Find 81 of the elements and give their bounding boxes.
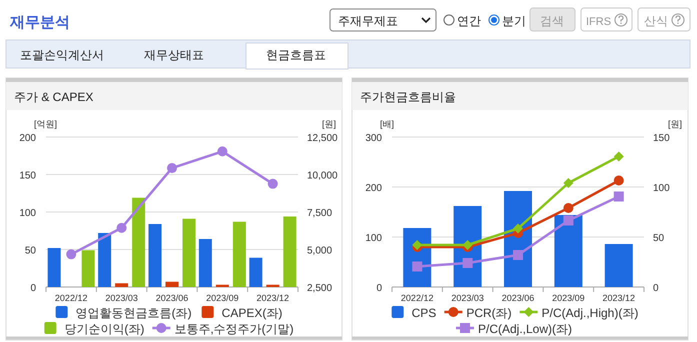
x-tick-label: 2023/06 [502,293,534,303]
bar [98,233,112,287]
point [513,224,523,234]
bar [554,215,582,287]
legend-label: 당기순이익(좌) [64,322,144,336]
bar [249,258,262,287]
y-tick-label: 0 [30,283,36,294]
y-axis-title: [억원] [34,119,58,129]
chart-title: 주가현금흐름비율 [360,90,456,104]
y-tick-label: 100 [19,208,36,219]
bar [198,239,212,287]
x-tick-label: 2023/12 [256,293,290,303]
x-tick-label: 2023/03 [105,293,138,303]
legend-label: PCR(좌) [466,306,512,320]
y-tick-label: 200 [19,133,36,144]
x-tick-label: 2023/09 [552,293,585,303]
y2-axis-title: [원] [322,119,336,129]
point [412,262,422,272]
text: 분기 [502,14,526,28]
text: 재무분석 [9,14,70,31]
y2-tick-label: 2,500 [307,283,332,294]
y2-tick-label: 7,500 [307,208,332,219]
text: IFRS [586,16,612,28]
text: 현금흐름표 [266,48,326,62]
x-tick-label: 2023/09 [206,293,239,303]
point [614,176,624,186]
legend-label: CPS [412,306,436,320]
point [116,222,127,233]
text: 검색 [540,14,564,28]
legend-label: P/C(Adj.,Low)(좌) [478,322,572,336]
bar [132,198,146,287]
y-tick-label: 0 [376,283,382,294]
x-tick-label: 2023/03 [451,293,484,303]
bar [48,248,61,287]
point [563,203,574,213]
bar [148,224,162,287]
legend-label: 영업활동현금흐름(좌) [76,306,192,320]
point [513,250,523,260]
point [268,178,278,189]
legend-label: 보통주,수정주가(기말) [174,322,294,336]
x-tick-label: 2022/12 [400,293,434,303]
bar [166,282,178,287]
point [563,178,574,188]
x-tick-label: 2022/12 [54,293,88,303]
point [66,249,76,260]
point [614,192,624,202]
y2-tick-label: 10,000 [307,170,338,182]
y2-tick-label: 150 [653,133,670,144]
chart-title: 주가 & CAPEX [14,90,94,104]
y-tick-label: 50 [24,246,36,256]
text: 재무상태표 [144,48,204,62]
legend-label: P/C(Adj.,High)(좌) [542,306,638,320]
bar [232,222,246,287]
bar [82,250,95,287]
y2-tick-label: 100 [653,183,670,194]
y2-tick-label: 50 [653,233,665,244]
y-tick-label: 300 [365,133,382,144]
text: 주재무제표 [338,14,398,28]
x-tick-label: 2023/12 [602,293,636,303]
y2-tick-label: 0 [653,283,659,294]
y2-tick-label: 5,000 [307,246,332,256]
bar [115,283,128,287]
bar [182,218,196,287]
y-axis-title: [배] [380,119,394,129]
legend-label: CAPEX(좌) [222,306,282,320]
y2-tick-label: 12,500 [307,133,338,144]
bar [283,216,296,287]
point [217,146,228,156]
text: 산식 [644,14,668,28]
text: 연간 [457,14,481,28]
text: 포괄손익계산서 [20,48,104,62]
y-tick-label: 100 [365,233,382,244]
y-tick-label: 200 [365,183,382,194]
point [167,163,177,174]
x-tick-label: 2023/06 [156,293,188,303]
point [563,216,574,226]
point [614,152,624,162]
bar [604,244,633,287]
y2-axis-title: [원] [668,119,682,129]
point [462,258,473,268]
y-tick-label: 150 [19,170,36,182]
